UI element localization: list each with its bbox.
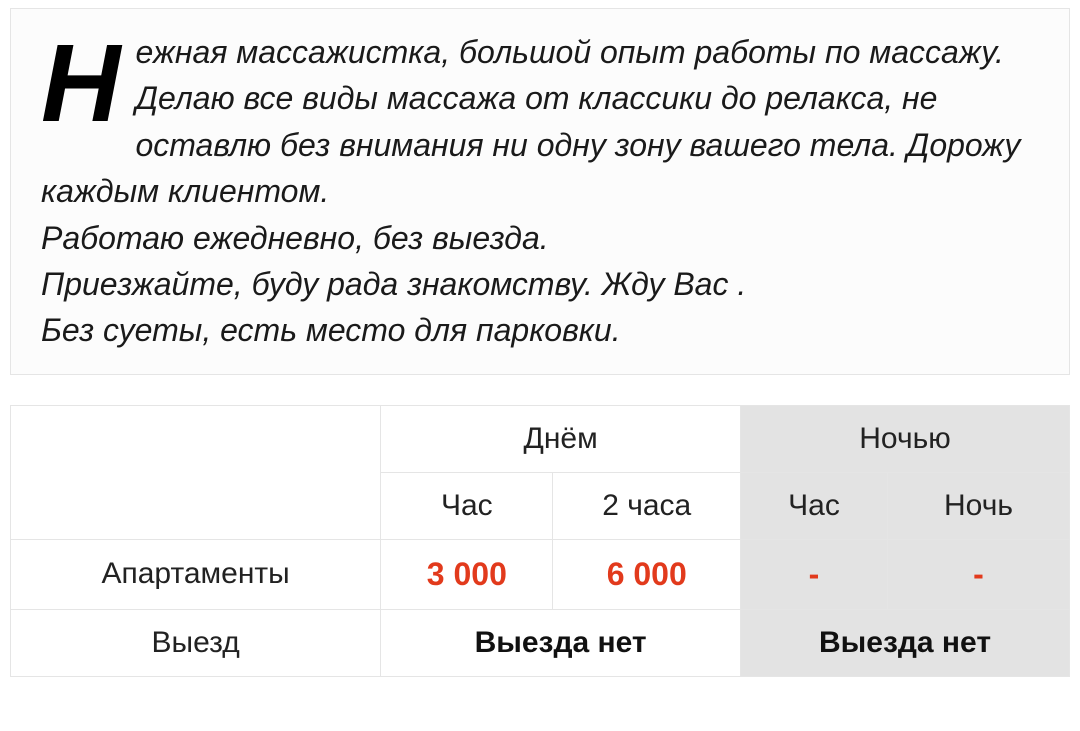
table-row: Днём Ночью xyxy=(11,405,1070,472)
table-row: Апартаменты 3 000 6 000 - - xyxy=(11,539,1070,609)
outcall-day-value: Выезда нет xyxy=(381,609,741,676)
outcall-night-value: Выезда нет xyxy=(740,609,1069,676)
table-row: Выезд Выезда нет Выезда нет xyxy=(11,609,1070,676)
table-corner-cell xyxy=(11,405,381,539)
subheader-night-hour: Час xyxy=(740,472,887,539)
price-night-hour: - xyxy=(740,539,887,609)
row-label-outcall: Выезд xyxy=(11,609,381,676)
price-day-hour: 3 000 xyxy=(381,539,553,609)
subheader-night-full: Ночь xyxy=(888,472,1070,539)
night-header: Ночью xyxy=(740,405,1069,472)
subheader-day-hour: Час xyxy=(381,472,553,539)
row-label-apartments: Апартаменты xyxy=(11,539,381,609)
description-text: Н ежная массажистка, большой опыт работы… xyxy=(41,29,1039,354)
day-header: Днём xyxy=(381,405,741,472)
price-day-two-hours: 6 000 xyxy=(553,539,741,609)
subheader-day-two-hours: 2 часа xyxy=(553,472,741,539)
price-night-full: - xyxy=(888,539,1070,609)
description-box: Н ежная массажистка, большой опыт работы… xyxy=(10,8,1070,375)
description-body: ежная массажистка, большой опыт работы п… xyxy=(41,34,1020,348)
description-dropcap: Н xyxy=(41,37,120,131)
pricing-table: Днём Ночью Час 2 часа Час Ночь Апартамен… xyxy=(10,405,1070,677)
